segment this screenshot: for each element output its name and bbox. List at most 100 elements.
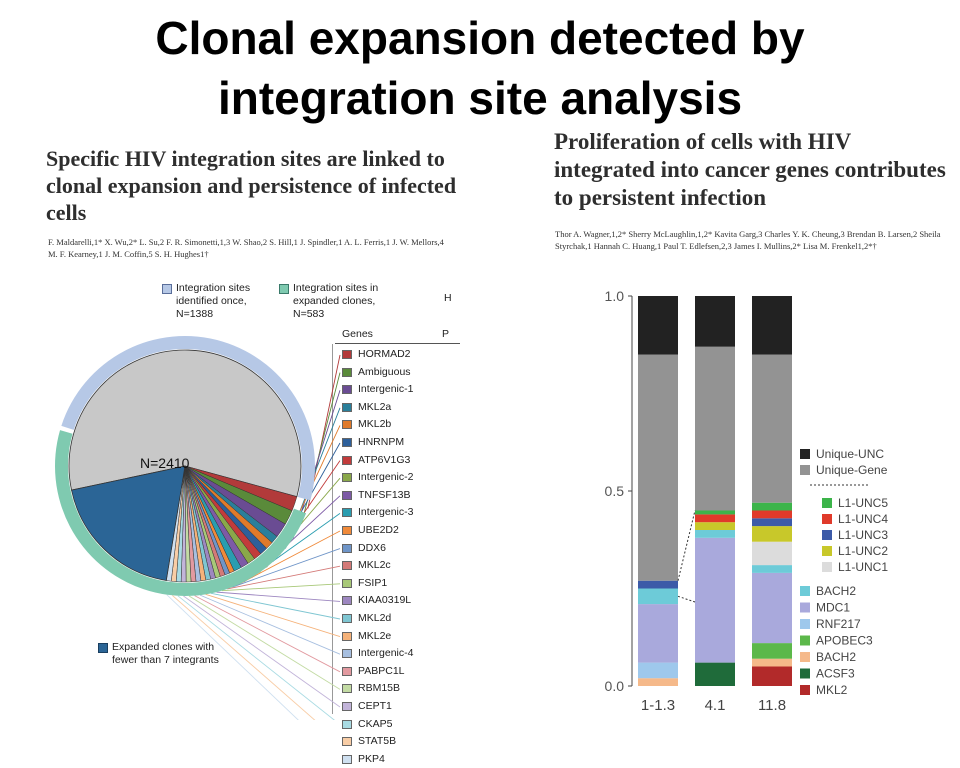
bar-segment-l1-unc4 xyxy=(695,514,735,523)
bar-segment-mdc1 xyxy=(638,604,678,663)
gene-row: MKL2d xyxy=(342,610,462,627)
bar-legend-label: L1-UNC3 xyxy=(838,528,888,542)
slide-title-line-1: Clonal expansion detected by xyxy=(155,12,805,64)
gene-row: Intergenic-1 xyxy=(342,381,462,398)
pie-connector-line xyxy=(216,591,341,602)
gene-swatch xyxy=(342,543,352,553)
bar-legend-swatch xyxy=(800,685,810,695)
gene-row: TNFSF13B xyxy=(342,487,462,504)
bar-axes: 0.0 0.5 1.0 xyxy=(605,288,633,694)
bar-segment-l1-unc5 xyxy=(752,502,792,511)
gene-row: MKL2e xyxy=(342,628,462,645)
bar-segment-apobec3 xyxy=(752,643,792,659)
gene-row: PABPC1L xyxy=(342,663,462,680)
gene-label: MKL2e xyxy=(358,629,392,642)
bar-legend-swatch xyxy=(822,562,832,572)
gene-label: Intergenic-4 xyxy=(358,647,414,660)
gene-row: DDX6 xyxy=(342,540,462,557)
pie-connector-line xyxy=(172,595,316,720)
slide-title: Clonal expansion detected by integration… xyxy=(0,8,960,128)
bar-segment-bach2 xyxy=(638,588,678,605)
bar-segment-bach2 xyxy=(752,565,792,573)
bar-legend-label: L1-UNC1 xyxy=(838,560,888,574)
pie-connector-line xyxy=(232,548,341,588)
gene-label: MKL2a xyxy=(358,400,392,413)
bar-dotted-connector xyxy=(677,595,696,603)
x-tick-label: 11.8 xyxy=(758,697,786,714)
gene-label: Intergenic-3 xyxy=(358,506,414,519)
bar-legend-swatch xyxy=(800,619,810,629)
gene-label: Intergenic-2 xyxy=(358,471,414,484)
gene-swatch xyxy=(342,702,352,711)
gene-swatch xyxy=(342,684,352,694)
pie-slice-fewer-integrants xyxy=(71,465,186,581)
gene-label: HNRNPM xyxy=(358,436,405,448)
gene-swatch xyxy=(342,473,352,483)
pie-connector-line xyxy=(194,595,341,673)
gene-label: MKL2b xyxy=(358,418,392,431)
gene-row: MKL2b xyxy=(342,416,462,433)
gene-label: Intergenic-1 xyxy=(358,383,414,396)
gene-swatch xyxy=(342,737,352,747)
gene-label: RBM15B xyxy=(358,682,401,695)
gene-label: PKP4 xyxy=(358,752,385,765)
gene-label: MKL2c xyxy=(358,559,391,572)
bar-segment-acsf3 xyxy=(695,662,735,686)
legend-once-label: Integration sites identified once, N=138… xyxy=(176,282,251,320)
bar-legend-label: MKL2 xyxy=(816,683,848,697)
gene-row: Intergenic-2 xyxy=(342,469,462,486)
pie-connectors xyxy=(166,354,341,720)
bar-legend-swatch xyxy=(800,465,810,475)
pie-center-label: N=2410 xyxy=(140,455,190,471)
bar-segment-l1-unc3 xyxy=(752,518,792,527)
bar-segment-rnf217 xyxy=(638,662,678,679)
legend-fewer-swatch xyxy=(98,643,108,653)
gene-label: HORMAD2 xyxy=(358,348,411,360)
gene-row: ATP6V1G3 xyxy=(342,452,462,469)
bar-segment-unique-unc xyxy=(752,296,792,355)
legend-cut-header-p: P xyxy=(442,328,450,340)
bar-legend-label: L1-UNC2 xyxy=(838,544,888,558)
y-tick-label: 1.0 xyxy=(605,288,625,304)
gene-row: HNRNPM xyxy=(342,434,462,451)
gene-swatch xyxy=(342,754,352,764)
gene-swatch xyxy=(342,578,352,588)
gene-row: UBE2D2 xyxy=(342,522,462,539)
pie-connector-line xyxy=(227,565,341,590)
bar-segment-unique-gene xyxy=(638,354,678,581)
gene-row: PKP4 xyxy=(342,751,462,768)
bar-segment-unique-gene xyxy=(695,346,735,511)
bar-segment-l1-unc2 xyxy=(752,526,792,542)
bar-legend-label: L1-UNC4 xyxy=(838,512,888,526)
stacked-bar-chart: 0.00.51.0 1-1.3 4.1 11.8 Unique-UNCUnique-… xyxy=(605,288,889,714)
gene-row: KIAA0319L xyxy=(342,592,462,609)
bar-legend-swatch xyxy=(800,449,810,459)
pie-connector-line xyxy=(183,595,341,708)
pie-connector-line xyxy=(237,530,341,586)
bar-segment-l1-unc5 xyxy=(695,510,735,515)
y-tick-label: 0.5 xyxy=(605,483,625,499)
gene-label: FSIP1 xyxy=(358,576,388,589)
left-paper-title: Specific HIV integration sites are linke… xyxy=(46,146,457,225)
bar-segment-l1-unc4 xyxy=(752,510,792,519)
gene-row: MKL2c xyxy=(342,557,462,574)
gene-row: FSIP1 xyxy=(342,575,462,592)
gene-row: Intergenic-3 xyxy=(342,504,462,521)
legend-fewer-label: Expanded clones with fewer than 7 integr… xyxy=(112,641,219,666)
gene-swatch xyxy=(342,614,352,623)
bar-segment-l1-unc2 xyxy=(695,522,735,530)
gene-row: HORMAD2 xyxy=(342,346,462,363)
gene-row: Intergenic-4 xyxy=(342,645,462,662)
bar-legend-label: BACH2 xyxy=(816,650,856,664)
bar-legend-swatch xyxy=(800,586,810,596)
gene-label: PABPC1L xyxy=(358,664,405,677)
pie-slices xyxy=(68,349,302,583)
bar-legend: Unique-UNC Unique-Gene L1-UNC5 L1-UNC4 L1-UN… xyxy=(800,447,888,697)
pie-connector-line xyxy=(177,595,335,720)
gene-swatch xyxy=(342,561,352,571)
pie-connector-line xyxy=(205,593,341,638)
pie-connector-line xyxy=(199,594,341,655)
gene-swatch xyxy=(342,508,352,518)
gene-label: KIAA0319L xyxy=(358,594,412,607)
gene-label: ATP6V1G3 xyxy=(358,453,411,466)
